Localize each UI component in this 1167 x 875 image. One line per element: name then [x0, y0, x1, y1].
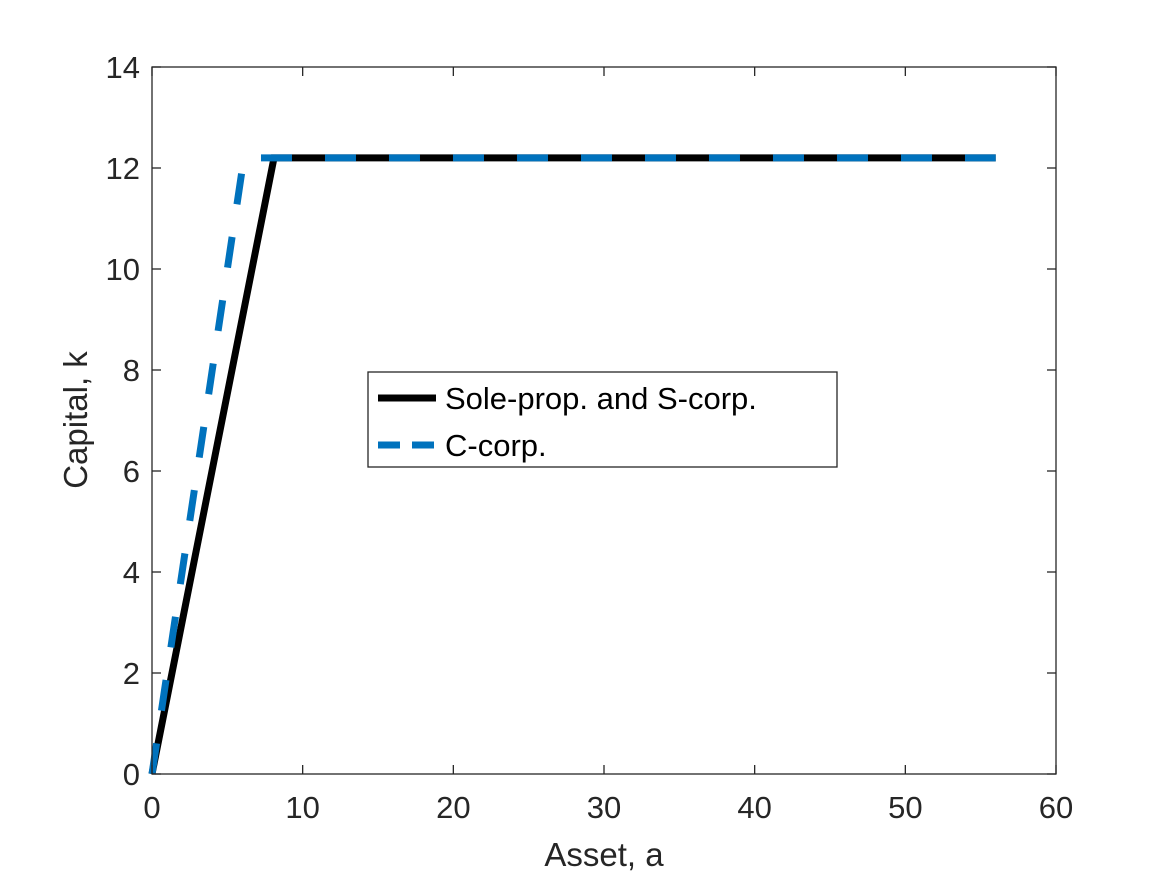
- legend-label-c-corp: C-corp.: [445, 428, 547, 463]
- y-tick-label: 0: [123, 757, 140, 792]
- x-axis-label: Asset, a: [544, 836, 664, 873]
- tick-labels-layer: 0 10 20 30 40 50 60 0 2 4 6 8 10 12 14: [106, 50, 1074, 825]
- y-tick-label: 12: [106, 151, 140, 186]
- y-tick-label: 14: [106, 50, 140, 85]
- series-layer: [148, 154, 996, 775]
- x-tick-label: 20: [436, 790, 470, 825]
- legend-box: [367, 371, 838, 468]
- x-tick-label: 50: [888, 790, 922, 825]
- x-tick-label: 60: [1039, 790, 1073, 825]
- y-axis-label: Capital, k: [57, 351, 94, 489]
- y-tick-label: 10: [106, 252, 140, 287]
- x-tick-label: 0: [143, 790, 160, 825]
- x-tick-label: 10: [285, 790, 319, 825]
- legend-label-sole-prop: Sole-prop. and S-corp.: [445, 381, 757, 416]
- y-tick-label: 2: [123, 656, 140, 691]
- y-tick-label: 4: [123, 555, 140, 590]
- legend: Sole-prop. and S-corp. C-corp.: [367, 371, 838, 468]
- x-tick-label: 30: [587, 790, 621, 825]
- ticks-layer: [151, 66, 1057, 775]
- y-tick-label: 8: [123, 353, 140, 388]
- y-tick-label: 6: [123, 454, 140, 489]
- series-line-c-corp: [148, 154, 996, 775]
- x-tick-label: 40: [737, 790, 771, 825]
